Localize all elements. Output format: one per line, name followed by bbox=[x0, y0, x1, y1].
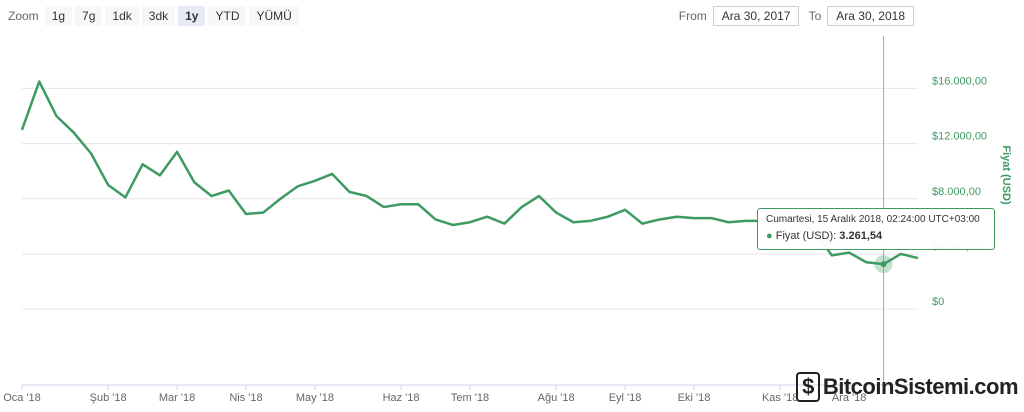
x-tick-label: Tem '18 bbox=[451, 392, 489, 404]
tooltip: Cumartesi, 15 Aralık 2018, 02:24:00 UTC+… bbox=[757, 208, 995, 250]
zoom-button[interactable]: 1g bbox=[44, 6, 73, 26]
range-inputs: From Ara 30, 2017 To Ara 30, 2018 bbox=[679, 6, 920, 26]
to-input[interactable]: Ara 30, 2018 bbox=[827, 6, 914, 26]
zoom-button[interactable]: YTD bbox=[208, 6, 247, 26]
watermark-text: BitcoinSistemi.com bbox=[822, 374, 1019, 399]
zoom-button[interactable]: 7g bbox=[75, 6, 103, 26]
watermark: $ BitcoinSistemi.com bbox=[796, 372, 1019, 402]
zoom-button[interactable]: 1dk bbox=[105, 6, 139, 26]
from-label: From bbox=[678, 9, 707, 23]
x-tick-label: Ağu '18 bbox=[538, 392, 575, 404]
y-tick-label: $12.000,00 bbox=[932, 131, 987, 143]
x-tick-label: Kas '18 bbox=[762, 392, 798, 404]
to-label: To bbox=[808, 9, 822, 23]
tooltip-series: Fiyat (USD) bbox=[775, 230, 834, 242]
x-tick-label: Nis '18 bbox=[229, 392, 262, 404]
x-tick-label: Şub '18 bbox=[90, 392, 127, 404]
zoom-label: Zoom bbox=[8, 9, 39, 23]
x-tick-label: Mar '18 bbox=[159, 392, 195, 404]
y-axis-title: Fiyat (USD) bbox=[1000, 145, 1012, 205]
zoom-bar: Zoom 1g 7g 1dk 3dk 1y YTD YÜMÜ bbox=[8, 6, 302, 26]
x-tick-label: Eyl '18 bbox=[609, 392, 642, 404]
tooltip-value: 3.261,54 bbox=[839, 230, 883, 242]
zoom-button[interactable]: 3dk bbox=[141, 6, 176, 26]
hover-point bbox=[880, 261, 887, 268]
y-tick-label: $8.000,00 bbox=[932, 186, 981, 198]
zoom-button[interactable]: YÜMÜ bbox=[249, 6, 299, 26]
x-tick-label: Ara '18 bbox=[832, 392, 867, 404]
x-tick-label: Haz '18 bbox=[383, 392, 420, 404]
x-tick-label: May '18 bbox=[296, 392, 334, 404]
zoom-button[interactable]: 1y bbox=[178, 6, 206, 26]
y-tick-label: $0 bbox=[932, 296, 944, 308]
x-tick-label: Eki '18 bbox=[678, 392, 711, 404]
x-tick-label: Oca '18 bbox=[3, 392, 41, 404]
tooltip-header: Cumartesi, 15 Aralık 2018, 02:24:00 UTC+… bbox=[766, 214, 980, 225]
from-input[interactable]: Ara 30, 2017 bbox=[712, 6, 800, 26]
y-tick-label: $16.000,00 bbox=[932, 75, 987, 87]
